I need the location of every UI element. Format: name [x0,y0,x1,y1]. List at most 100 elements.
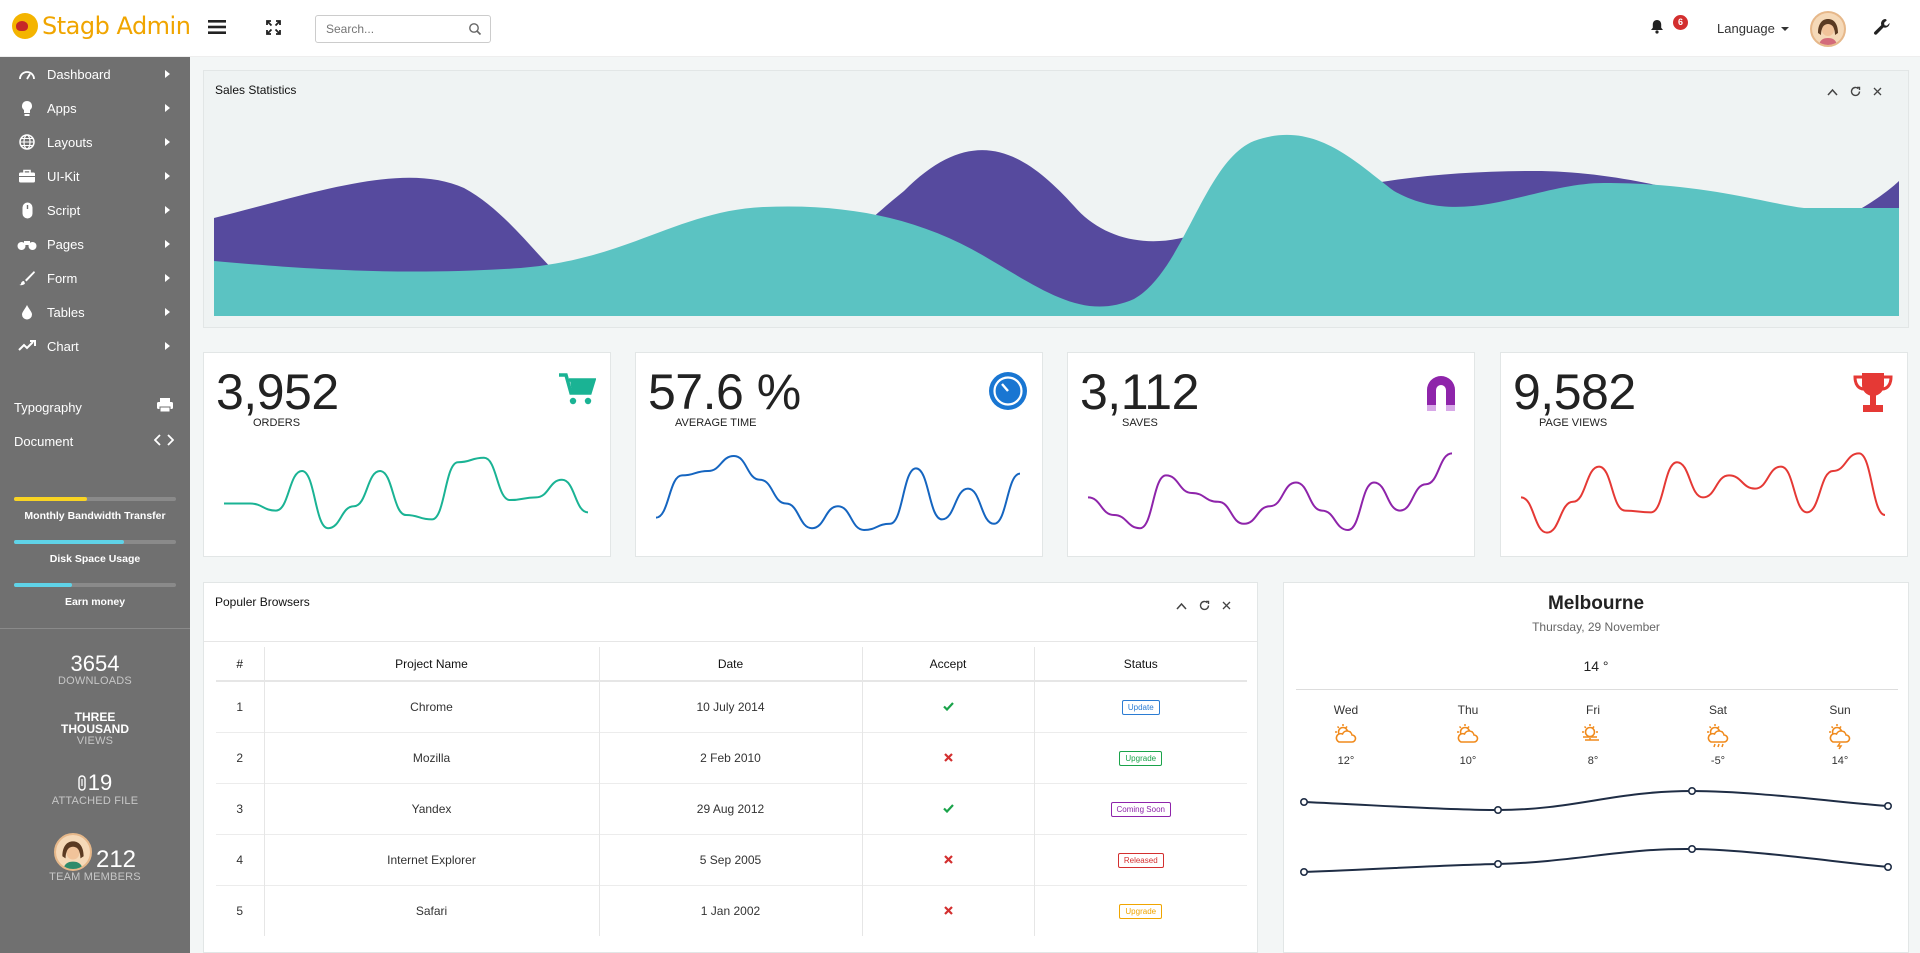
chevron-down-icon [1780,27,1789,35]
status-badge[interactable]: Upgrade [1119,903,1163,919]
page-views-value: 9,582 [1513,364,1636,420]
average-time-value: 57.6 % [648,364,801,420]
sun-rain-icon [1707,724,1729,748]
forecast-temp: -5° [1710,755,1726,767]
close-icon[interactable] [1873,87,1882,96]
close-icon[interactable] [1222,601,1231,610]
page-views-sparkline [1520,452,1886,534]
row-date: 1 Jan 2002 [598,884,862,936]
sidebar-item-label: Pages [47,236,84,252]
sidebar-item-label: Layouts [47,134,93,150]
project-name: Yandex [263,782,599,834]
sidebar-item-label: Form [47,270,78,286]
briefcase-icon [16,169,38,183]
table-row[interactable]: 1 Chrome 10 July 2014 Update [216,680,1247,732]
sidebar-item-apps[interactable]: Apps [0,93,190,123]
caret-right-icon [165,70,170,78]
saves-sparkline [1087,452,1453,531]
fullscreen-icon[interactable] [266,18,281,41]
sidebar-item-document[interactable]: Document [14,434,73,449]
cross-icon [943,854,953,864]
disk-space-progress: Disk Space Usage [14,540,176,565]
progress-fill [14,497,87,501]
settings-wrench-icon[interactable] [1873,18,1891,41]
trend-icon [16,340,38,352]
table-row[interactable]: 4 Internet Explorer 5 Sep 2005 Released [216,833,1247,885]
sales-series-teal [214,134,1899,316]
globe-icon [16,134,38,150]
menu-toggle-icon[interactable] [208,18,226,41]
search-icon[interactable] [468,22,482,36]
drop-icon [16,304,38,320]
weather-city: Melbourne [1547,593,1645,614]
user-avatar[interactable] [1810,11,1846,47]
code-icon[interactable] [153,433,175,451]
binoculars-icon [16,238,38,251]
status-badge[interactable]: Released [1117,852,1164,868]
status-badge[interactable]: Update [1121,699,1160,715]
table-row[interactable]: 3 Yandex 29 Aug 2012 Coming Soon [216,782,1247,834]
notification-bell-icon[interactable] [1650,19,1664,39]
check-icon [942,702,954,711]
table-row[interactable]: 2 Mozilla 2 Feb 2010 Upgrade [216,731,1247,783]
sidebar-item-tables[interactable]: Tables [0,297,190,327]
sidebar-item-chart[interactable]: Chart [0,331,190,361]
project-name: Chrome [263,680,599,732]
status-cell: Upgrade [1033,731,1247,783]
panel-tools [1827,86,1882,97]
cross-icon [943,752,953,762]
sidebar-item-label: UI-Kit [47,168,80,184]
magnet-icon [1422,371,1460,420]
collapse-icon[interactable] [1827,88,1838,96]
search-input[interactable] [316,16,456,42]
sidebar-item-pages[interactable]: Pages [0,229,190,259]
column-header: Date [598,647,862,682]
caret-right-icon [165,104,170,112]
trophy-icon [1853,371,1893,420]
sidebar: Dashboard Apps Layouts UI-Kit Script Pag… [0,57,190,953]
progress-track [14,497,176,501]
caret-right-icon [165,342,170,350]
downloads-label: DOWNLOADS [58,675,132,687]
status-badge[interactable]: Coming Soon [1110,801,1171,817]
forecast-temp: 12° [1337,755,1355,767]
orders-label: ORDERS [253,417,301,429]
sidebar-item-layouts[interactable]: Layouts [0,127,190,157]
status-cell: Update [1033,680,1247,732]
page-views-label: PAGE VIEWS [1539,417,1608,429]
weather-line-chart [1299,787,1892,877]
language-dropdown[interactable]: Language [1717,21,1789,36]
weather-point [1883,801,1892,810]
refresh-icon[interactable] [1199,600,1210,611]
forecast-temp: 14° [1831,755,1849,767]
sales-statistics-panel: Sales Statistics [203,70,1909,328]
sidebar-item-script[interactable]: Script [0,195,190,225]
status-cell: Released [1033,833,1247,885]
collapse-icon[interactable] [1176,602,1187,610]
weather-point [1687,844,1696,853]
weather-point [1687,787,1696,796]
logo-text: Stagb Admin [42,12,191,40]
sidebar-item-label: Chart [47,338,79,354]
sidebar-item-ui-kit[interactable]: UI-Kit [0,161,190,191]
status-badge[interactable]: Upgrade [1119,750,1163,766]
saves-card: 3,112 SAVES [1067,352,1475,557]
sidebar-item-typography[interactable]: Typography [14,400,82,415]
panel-tools [1176,600,1231,611]
progress-label: Disk Space Usage [49,553,141,565]
printer-icon[interactable] [156,397,174,418]
weather-point [1299,798,1308,807]
notification-badge: 6 [1673,15,1688,30]
refresh-icon[interactable] [1850,86,1861,97]
app-logo[interactable]: Stagb Admin [12,12,191,40]
caret-right-icon [165,308,170,316]
sidebar-item-form[interactable]: Form [0,263,190,293]
progress-label: Earn money [64,596,126,608]
sidebar-item-label: Dashboard [47,66,111,82]
progress-fill [14,540,125,544]
row-date: 2 Feb 2010 [598,731,862,783]
sidebar-item-dashboard[interactable]: Dashboard [0,59,190,89]
table-row[interactable]: 5 Safari 1 Jan 2002 Upgrade [216,884,1247,936]
average-time-card: 57.6 % AVERAGE TIME [635,352,1043,557]
logo-icon [12,13,38,39]
